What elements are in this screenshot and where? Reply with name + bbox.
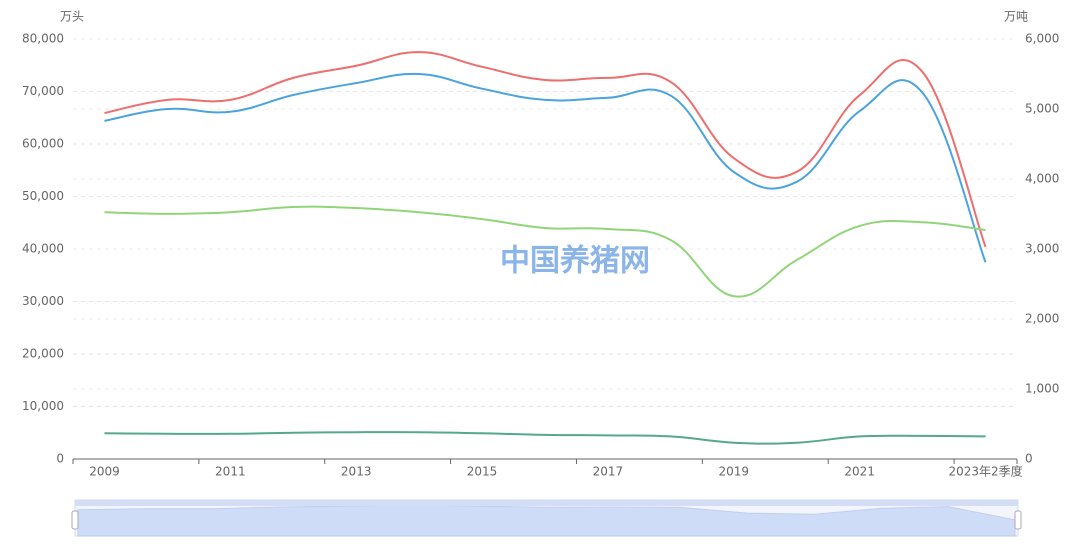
y-tick-label: 80,000 [22,32,64,46]
y-tick-label: 30,000 [22,294,64,308]
y2-axis-name: 万吨 [1004,10,1028,24]
x-tick-label: 2009 [89,465,120,479]
y2-tick-label: 0 [1025,452,1033,466]
zoom-handle-left[interactable] [71,510,79,530]
series-line [104,51,987,248]
x-tick-label: 2013 [341,465,372,479]
series-line [104,72,987,263]
y2-tick-label: 3,000 [1025,242,1059,256]
zoom-handle-bar[interactable] [75,500,1018,506]
y-tick-label: 70,000 [22,84,64,98]
series-line [104,205,986,298]
x-tick-label: 2021 [844,465,875,479]
y-tick-label: 60,000 [22,137,64,151]
y2-tick-label: 2,000 [1025,312,1059,326]
y-tick-label: 40,000 [22,242,64,256]
y2-tick-label: 5,000 [1025,102,1059,116]
watermark: 中国养猪网 [500,244,650,279]
zoom-handle-right[interactable] [1014,510,1022,530]
y-tick-label: 10,000 [22,399,64,413]
x-tick-label: 2023年2季度 [948,464,1022,479]
y2-tick-label: 1,000 [1025,382,1059,396]
x-tick-label: 2015 [467,465,498,479]
y-tick-label: 50,000 [22,189,64,203]
y-tick-label: 0 [56,452,64,466]
series-line [104,431,986,445]
y-tick-label: 20,000 [22,347,64,361]
zoom-shadow [77,504,1016,537]
x-tick-label: 2017 [593,465,624,479]
y-axis-name: 万头 [60,10,84,24]
x-tick-label: 2019 [719,465,750,479]
y2-tick-label: 4,000 [1025,172,1059,186]
y2-tick-label: 6,000 [1025,32,1059,46]
x-tick-label: 2011 [215,465,246,479]
